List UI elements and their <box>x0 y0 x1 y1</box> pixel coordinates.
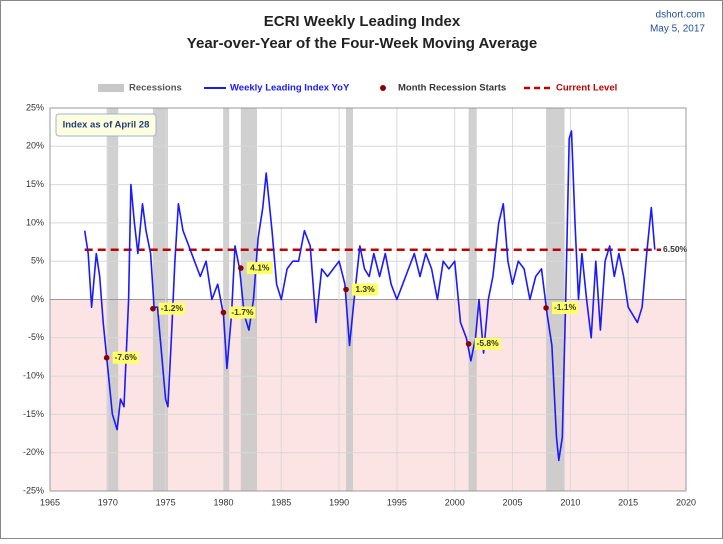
marker-value-label: 4.1% <box>250 262 270 272</box>
marker-label: -1.2% <box>158 302 185 315</box>
y-tick-label: 0% <box>31 294 44 304</box>
source: dshort.com <box>656 10 705 21</box>
chart-title: ECRI Weekly Leading Index <box>264 13 461 30</box>
y-tick-label: -15% <box>23 409 44 419</box>
recession-start-marker <box>238 265 244 271</box>
y-tick-label: -10% <box>23 370 44 380</box>
y-tick-label: 20% <box>26 141 44 151</box>
marker-label: -1.1% <box>552 301 579 314</box>
label-box <box>158 302 185 315</box>
recession-start-marker <box>465 341 472 347</box>
marker-label: -5.8% <box>474 337 501 350</box>
recession-start-marker <box>343 286 349 293</box>
label-box <box>352 283 379 296</box>
label-box <box>112 351 139 364</box>
legend-label: Current Level <box>556 83 617 94</box>
y-tick-label: 15% <box>26 179 44 189</box>
current-level-label: 6.50% <box>663 244 688 254</box>
marker-value-label: -1.2% <box>161 303 184 313</box>
x-tick-label: 1975 <box>156 497 176 507</box>
label-box <box>229 306 256 319</box>
legend-label: Weekly Leading Index YoY <box>230 83 350 94</box>
x-tick-label: 1965 <box>40 497 60 507</box>
legend-label: Recessions <box>129 83 182 94</box>
y-tick-label: 10% <box>26 217 44 227</box>
chart-subtitle: Year-over-Year of the Four-Week Moving A… <box>187 35 537 52</box>
marker-value-label: -7.6% <box>115 352 138 362</box>
y-tick-label: -5% <box>28 332 44 342</box>
marker-value-label: -5.8% <box>476 338 499 348</box>
x-tick-label: 2015 <box>618 497 638 507</box>
marker-value-label: 1.3% <box>355 284 375 294</box>
plot-border <box>49 107 687 492</box>
y-tick-label: -20% <box>23 447 44 457</box>
recession-start-marker <box>543 305 549 311</box>
y-tick-label: -25% <box>23 485 44 495</box>
legend-swatch <box>380 85 386 91</box>
x-tick-label: 1990 <box>329 497 349 507</box>
x-tick-label: 1995 <box>387 497 407 507</box>
recession-start-marker <box>150 305 156 312</box>
y-tick-label: 25% <box>26 102 44 112</box>
marker-label: -1.7% <box>229 306 256 319</box>
x-tick-label: 1970 <box>98 497 118 507</box>
label-box <box>246 262 273 275</box>
marker-label: -7.6% <box>112 351 139 364</box>
x-tick-label: 1980 <box>213 497 233 507</box>
x-tick-label: 1985 <box>271 497 291 507</box>
marker-label: 1.3% <box>352 283 379 296</box>
legend-label: Month Recession Starts <box>398 83 506 94</box>
recession-start-marker <box>220 309 227 316</box>
recession-start-marker <box>103 354 110 361</box>
y-tick-label: 5% <box>31 256 44 266</box>
x-tick-label: 2005 <box>503 497 523 507</box>
x-tick-label: 2010 <box>560 497 580 507</box>
label-box <box>552 301 579 314</box>
label-box <box>474 337 501 350</box>
x-tick-label: 2000 <box>445 497 465 507</box>
date: May 5, 2017 <box>650 24 705 35</box>
note: Index as of April 28 <box>63 120 150 131</box>
index-line <box>83 130 656 462</box>
x-tick-label: 2020 <box>676 497 696 507</box>
marker-value-label: -1.7% <box>231 307 254 317</box>
marker-value-label: -1.1% <box>554 302 577 312</box>
legend-swatch <box>98 84 124 92</box>
marker-label: 4.1% <box>246 262 273 275</box>
note-box <box>55 113 157 137</box>
